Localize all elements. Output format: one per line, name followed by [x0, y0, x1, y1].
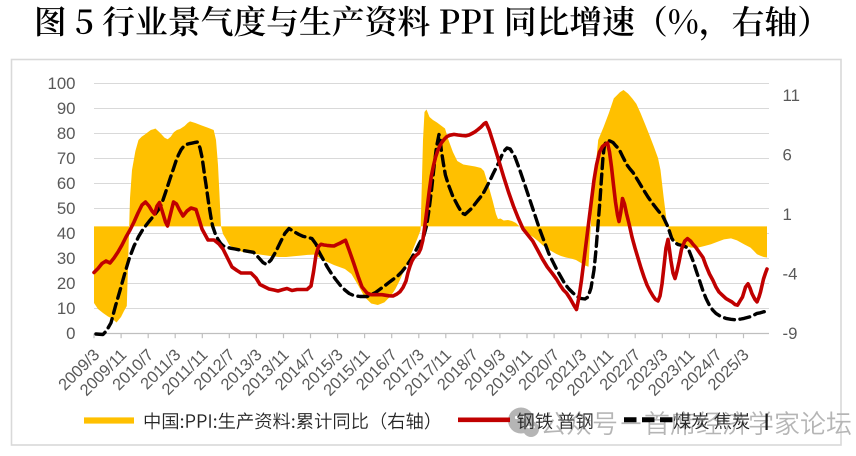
svg-text:80: 80: [57, 124, 76, 143]
svg-text:-4: -4: [783, 265, 798, 284]
svg-text:0: 0: [66, 324, 75, 343]
svg-text:6: 6: [783, 146, 792, 165]
svg-text:1: 1: [783, 205, 792, 224]
svg-text:20: 20: [57, 274, 76, 293]
svg-text:70: 70: [57, 149, 76, 168]
svg-text:-9: -9: [783, 324, 798, 343]
svg-text:50: 50: [57, 199, 76, 218]
svg-text:30: 30: [57, 249, 76, 268]
svg-text:11: 11: [783, 86, 800, 105]
svg-text:60: 60: [57, 174, 76, 193]
svg-text:100: 100: [48, 74, 76, 93]
svg-text:90: 90: [57, 99, 76, 118]
svg-text:40: 40: [57, 224, 76, 243]
svg-text:10: 10: [57, 299, 76, 318]
